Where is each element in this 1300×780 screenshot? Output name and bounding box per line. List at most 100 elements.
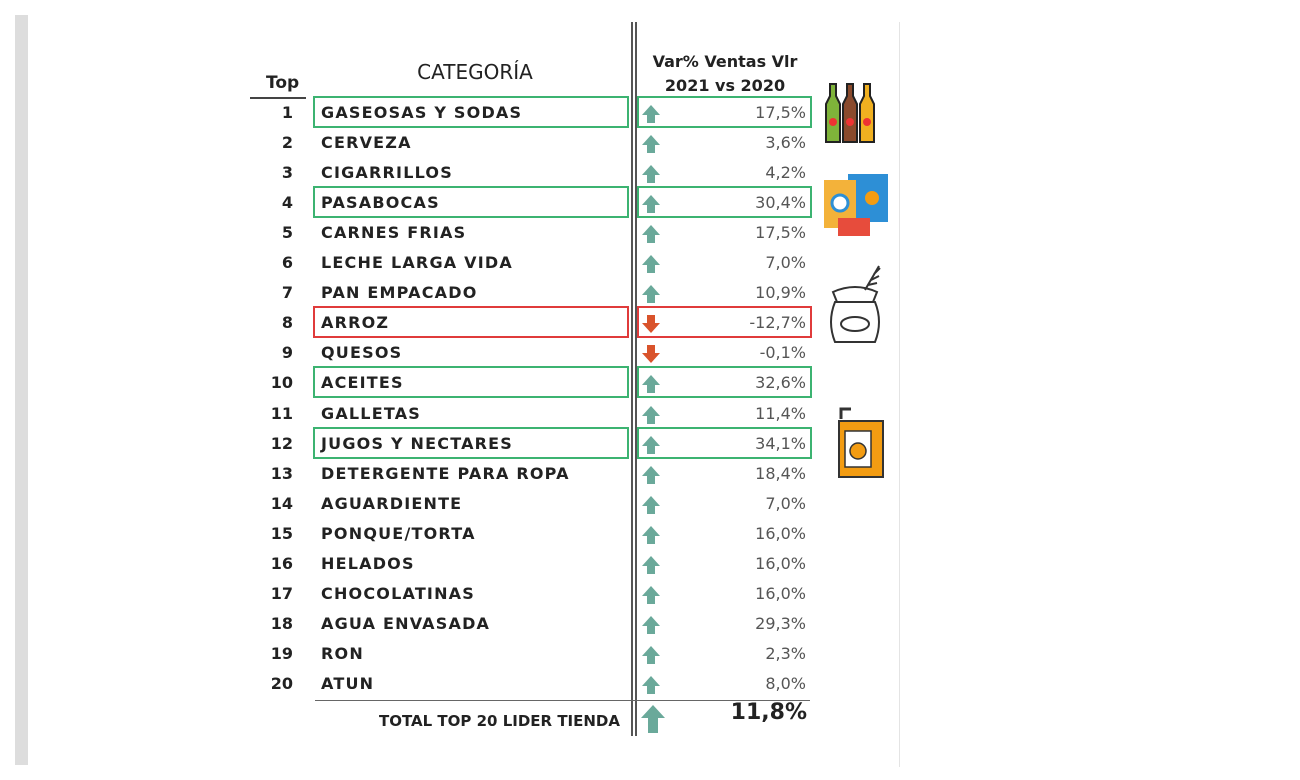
category: ATUN	[321, 673, 375, 693]
highlight-box	[637, 306, 812, 339]
rank: 13	[270, 463, 293, 483]
juice-icon	[838, 407, 884, 478]
arrow-shape	[642, 645, 660, 664]
variation: 32,6%	[755, 373, 806, 393]
variation: 16,0%	[755, 523, 806, 543]
rank: 19	[270, 643, 293, 663]
highlight-box	[637, 426, 812, 459]
category: CARNES FRIAS	[321, 223, 467, 243]
header-underline	[250, 97, 306, 99]
up-arrow	[642, 435, 660, 454]
category: AGUARDIENTE	[321, 493, 463, 513]
category: JUGOS Y NECTARES	[321, 433, 514, 453]
up-arrow	[642, 225, 660, 244]
side-bar	[15, 15, 28, 765]
category: GALLETAS	[321, 403, 422, 423]
arrow-shape	[642, 465, 660, 484]
category: GASEOSAS Y SODAS	[321, 103, 523, 122]
category: AGUA ENVASADA	[321, 613, 491, 633]
highlight-box	[313, 186, 629, 219]
variation: -0,1%	[759, 343, 806, 363]
down-arrow	[642, 345, 660, 364]
up-arrow	[642, 555, 660, 574]
category: CERVEZA	[321, 133, 412, 153]
arrow-shape	[642, 405, 660, 424]
variation: 29,3%	[755, 613, 806, 633]
arrow-shape	[642, 285, 660, 304]
rank: 8	[281, 313, 293, 333]
total-value: 11,8%	[730, 700, 807, 725]
variation: 16,0%	[755, 583, 806, 603]
variation: 7,0%	[765, 253, 806, 273]
up-arrow	[642, 495, 660, 514]
arrow-shape	[642, 105, 660, 123]
rank: 15	[270, 523, 293, 543]
down-arrow	[642, 315, 660, 334]
variation: 18,4%	[755, 463, 806, 483]
variation: 8,0%	[765, 673, 806, 693]
rank: 18	[270, 613, 293, 633]
arrow-shape	[642, 135, 660, 154]
up-arrow	[642, 255, 660, 274]
rank: 14	[270, 493, 293, 513]
rank: 5	[281, 223, 293, 243]
variation-header: Var% Ventas Vlr 2021 vs 2020	[640, 50, 810, 98]
category: ARROZ	[321, 313, 390, 333]
variation: 11,4%	[755, 403, 806, 423]
category: LECHE LARGA VIDA	[321, 253, 513, 273]
arrow-shape	[642, 675, 660, 694]
arrow-shape	[642, 435, 660, 454]
up-arrow	[642, 675, 660, 694]
highlight-box	[313, 426, 629, 459]
up-arrow	[642, 525, 660, 544]
arrow-shape	[642, 225, 660, 244]
up-arrow	[642, 105, 660, 123]
rank: 4	[281, 193, 293, 213]
rank: 6	[281, 253, 293, 273]
category: RON	[321, 643, 364, 663]
arrow-shape	[642, 375, 660, 394]
up-arrow	[642, 405, 660, 424]
variation: 17,5%	[755, 103, 806, 122]
arrow-shape	[642, 165, 660, 184]
rank: 9	[281, 343, 293, 363]
up-arrow	[642, 615, 660, 634]
variation: 10,9%	[755, 283, 806, 303]
panel-edge	[899, 22, 900, 767]
sack-icon	[830, 265, 881, 343]
category: HELADOS	[321, 553, 415, 573]
highlight-box	[313, 366, 629, 399]
rank: 1	[281, 103, 293, 122]
rank: 10	[270, 373, 293, 393]
arrow-shape	[642, 195, 660, 214]
arrow-shape	[642, 555, 660, 574]
rank: 17	[270, 583, 293, 603]
variation: 2,3%	[765, 643, 806, 663]
variation: 17,5%	[755, 223, 806, 243]
highlight-box	[313, 96, 629, 128]
arrow-shape	[642, 495, 660, 514]
highlight-box	[637, 96, 812, 128]
up-arrow	[642, 165, 660, 184]
category-header: CATEGORÍA	[417, 60, 533, 84]
arrow-shape	[642, 315, 660, 334]
variation: 7,0%	[765, 493, 806, 513]
variation-header-line: 2021 vs 2020	[664, 76, 786, 95]
bottles-icon	[825, 83, 875, 143]
category: PAN EMPACADO	[321, 283, 478, 303]
variation: 34,1%	[755, 433, 806, 453]
variation-header-line: Var% Ventas Vlr	[652, 52, 798, 71]
category: QUESOS	[321, 343, 403, 363]
arrow-shape	[642, 585, 660, 604]
rank: 3	[281, 163, 293, 183]
category: PASABOCAS	[321, 193, 440, 213]
up-arrow	[642, 285, 660, 304]
up-arrow	[642, 585, 660, 604]
variation: 4,2%	[765, 163, 806, 183]
highlight-box	[637, 366, 812, 399]
chips-icon	[824, 174, 888, 236]
rank: 2	[281, 133, 293, 153]
divider	[635, 22, 637, 736]
total-arrow	[641, 705, 665, 733]
category: DETERGENTE PARA ROPA	[321, 463, 570, 483]
